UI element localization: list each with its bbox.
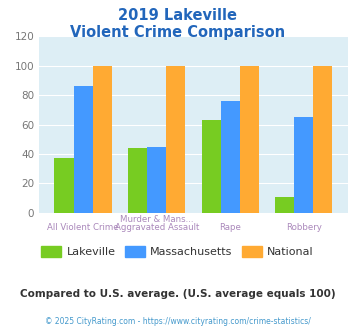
Text: © 2025 CityRating.com - https://www.cityrating.com/crime-statistics/: © 2025 CityRating.com - https://www.city… <box>45 317 310 326</box>
Bar <box>313 66 332 213</box>
Bar <box>294 117 313 213</box>
Bar <box>147 147 166 213</box>
Text: Compared to U.S. average. (U.S. average equals 100): Compared to U.S. average. (U.S. average … <box>20 289 335 299</box>
Bar <box>93 66 112 213</box>
Bar <box>240 66 259 213</box>
Bar <box>166 66 185 213</box>
Bar <box>275 197 294 213</box>
Text: Murder & Mans...: Murder & Mans... <box>120 214 193 223</box>
Text: Violent Crime Comparison: Violent Crime Comparison <box>70 25 285 40</box>
Text: Rape: Rape <box>219 223 241 232</box>
Text: Robbery: Robbery <box>286 223 322 232</box>
Bar <box>73 86 93 213</box>
Bar <box>221 101 240 213</box>
Text: 2019 Lakeville: 2019 Lakeville <box>118 8 237 23</box>
Bar <box>55 158 73 213</box>
Legend: Lakeville, Massachusetts, National: Lakeville, Massachusetts, National <box>37 242 318 262</box>
Text: All Violent Crime: All Violent Crime <box>47 223 119 232</box>
Bar <box>128 148 147 213</box>
Bar <box>202 120 221 213</box>
Text: Aggravated Assault: Aggravated Assault <box>115 223 199 232</box>
